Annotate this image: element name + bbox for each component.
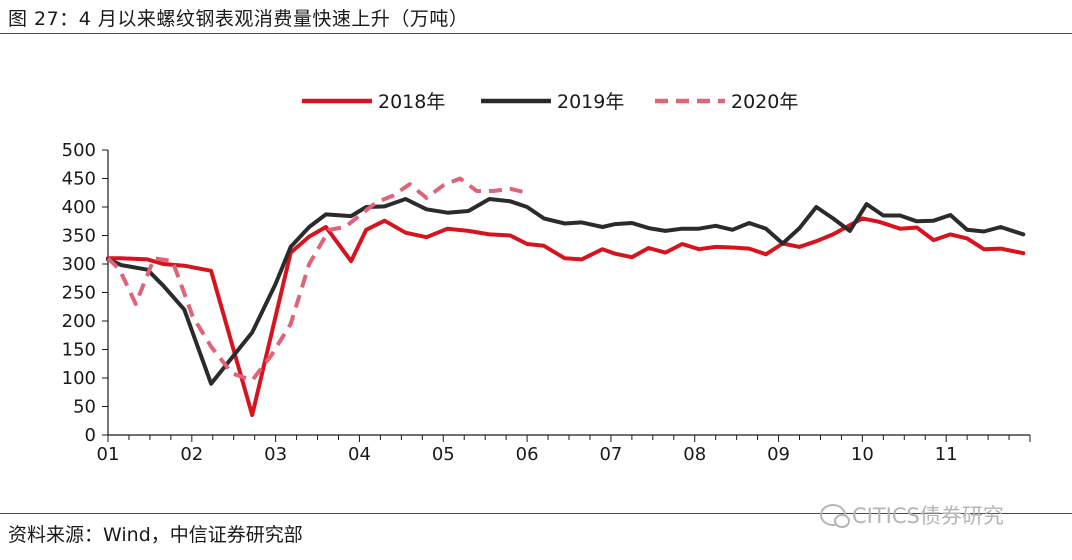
y-tick-label: 200 [62, 311, 96, 332]
bottom-divider [0, 513, 1072, 514]
x-tick-label: 07 [599, 444, 622, 465]
y-tick-label: 50 [73, 397, 96, 418]
y-tick-label: 350 [62, 226, 96, 247]
x-tick-label: 08 [683, 444, 706, 465]
watermark-text: CITICS债券研究 [852, 504, 1004, 528]
source-note: 资料来源：Wind，中信证券研究部 [8, 524, 303, 546]
legend: 2018年 2019年 2020年 [302, 91, 798, 113]
x-tick-label: 01 [97, 444, 120, 465]
chart-title: 图 27：4 月以来螺纹钢表观消费量快速上升（万吨） [8, 8, 469, 30]
y-tick-label: 300 [62, 254, 96, 275]
x-tick-label: 09 [767, 444, 790, 465]
legend-label: 2019年 [557, 91, 624, 113]
x-tick-label: 02 [180, 444, 203, 465]
y-tick-label: 0 [85, 425, 96, 446]
y-tick-label: 450 [62, 169, 96, 190]
watermark: CITICS债券研究 [820, 500, 1004, 530]
x-tick-label: 11 [935, 444, 958, 465]
axes: 0 50 100 150 200 250 300 350 400 450 500 01 02 03 04 05… [62, 140, 1031, 465]
y-tick-label: 500 [62, 140, 96, 161]
y-tick-label: 400 [62, 197, 96, 218]
legend-label: 2020年 [731, 91, 798, 113]
series-line-3 [106, 176, 528, 383]
series-line-1 [106, 216, 1026, 418]
series-line-2 [106, 197, 1026, 386]
x-tick-label: 05 [432, 444, 455, 465]
x-tick-label: 10 [851, 444, 874, 465]
x-tick-label: 06 [516, 444, 539, 465]
x-tick-label: 03 [264, 444, 287, 465]
series-lines [106, 176, 1026, 418]
y-tick-label: 150 [62, 340, 96, 361]
wechat-icon [820, 504, 850, 528]
y-tick-label: 250 [62, 283, 96, 304]
legend-label: 2018年 [378, 91, 445, 113]
top-divider [0, 33, 1072, 34]
line-chart: 2018年 2019年 2020年 050100150200250300350400… [62, 91, 1031, 465]
x-tick-label: 04 [348, 444, 371, 465]
y-tick-label: 100 [62, 368, 96, 389]
